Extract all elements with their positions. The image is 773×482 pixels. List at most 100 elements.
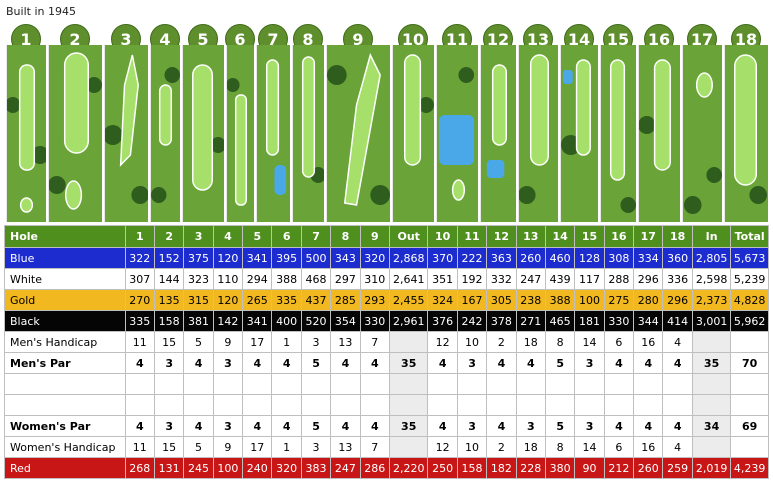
hole-map-5[interactable]: 5 xyxy=(182,24,224,222)
score-cell: 5 xyxy=(242,225,273,248)
hole-map-13[interactable]: 13 xyxy=(518,24,558,222)
score-cell: 12 xyxy=(427,331,458,353)
hole-map-7[interactable]: 7 xyxy=(256,24,290,222)
total-cell: 5,673 xyxy=(730,247,769,269)
scorecard-table: Hole 1 2 3 4 5 6 7 8 9 Out 10 11 12 13 14 15 16 17 18 In Tota… xyxy=(4,225,769,479)
score-cell: 4 xyxy=(183,352,214,374)
score-cell: 4 xyxy=(427,352,458,374)
score-cell xyxy=(427,394,458,416)
score-cell: 288 xyxy=(603,268,635,290)
score-cell: 16 xyxy=(633,331,664,353)
score-cell: 144 xyxy=(153,268,185,290)
score-cell: 4 xyxy=(662,415,693,437)
row-label xyxy=(4,394,126,416)
subtotal-cell xyxy=(388,373,429,395)
score-cell: 9 xyxy=(359,225,390,248)
score-cell: 378 xyxy=(486,310,517,332)
score-cell xyxy=(633,373,664,395)
hole-map-image xyxy=(560,45,598,222)
total-cell: 5,239 xyxy=(730,268,769,290)
row-label: Black xyxy=(4,310,126,332)
score-cell: 100 xyxy=(212,457,244,479)
hole-map-2[interactable]: 2 xyxy=(48,24,102,222)
white-tee-row: White 307 144 323 110 294 388 468 297 310 2,641 351… xyxy=(4,268,769,290)
score-cell: 4 xyxy=(359,352,390,374)
hole-map-image xyxy=(292,45,324,222)
score-cell xyxy=(603,373,635,395)
row-label: White xyxy=(4,268,126,290)
score-cell: 268 xyxy=(124,457,155,479)
score-cell: 3 xyxy=(515,415,546,437)
score-cell: 3 xyxy=(153,352,185,374)
hole-map-11[interactable]: 11 xyxy=(436,24,478,222)
hole-map-16[interactable]: 16 xyxy=(638,24,680,222)
score-cell: 280 xyxy=(633,289,664,311)
score-cell xyxy=(212,373,244,395)
score-cell: 10 xyxy=(456,331,488,353)
score-cell: 270 xyxy=(124,289,155,311)
score-cell: 17 xyxy=(242,331,273,353)
hole-map-3[interactable]: 3 xyxy=(104,24,148,222)
score-cell: 296 xyxy=(633,268,664,290)
subtotal-cell: 3,001 xyxy=(691,310,732,332)
score-cell: 4 xyxy=(662,352,693,374)
total-cell xyxy=(730,436,769,458)
hole-map-image xyxy=(724,45,768,222)
score-cell: 388 xyxy=(544,289,576,311)
score-cell: 4 xyxy=(183,415,214,437)
hole-map-9[interactable]: 9 xyxy=(326,24,390,222)
score-cell: 14 xyxy=(544,225,576,248)
hole-map-1[interactable]: 1 xyxy=(6,24,46,222)
score-cell: 395 xyxy=(271,247,302,269)
score-cell: 293 xyxy=(359,289,390,311)
score-cell: 13 xyxy=(330,331,361,353)
score-cell: 11 xyxy=(124,436,155,458)
hole-map-6[interactable]: 6 xyxy=(225,24,255,222)
score-cell: 158 xyxy=(456,457,488,479)
black-tee-row: Black 335 158 381 142 341 400 520 354 330 2,961 376… xyxy=(4,310,769,332)
score-cell: 5 xyxy=(544,415,576,437)
score-cell: 383 xyxy=(300,457,332,479)
score-cell xyxy=(427,373,458,395)
score-cell: 6 xyxy=(603,331,635,353)
score-cell: 18 xyxy=(515,331,546,353)
score-cell: 360 xyxy=(662,247,693,269)
hole-map-14[interactable]: 14 xyxy=(560,24,598,222)
built-year-text: Built in 1945 xyxy=(6,5,76,18)
score-cell: 3 xyxy=(300,331,332,353)
score-cell: 245 xyxy=(183,457,214,479)
score-cell: 324 xyxy=(427,289,458,311)
score-cell: 439 xyxy=(544,268,576,290)
row-label: Men's Par xyxy=(4,352,126,374)
hole-map-4[interactable]: 4 xyxy=(150,24,180,222)
row-label: Blue xyxy=(4,247,126,269)
score-cell: 460 xyxy=(544,247,576,269)
hole-map-18[interactable]: 18 xyxy=(724,24,768,222)
hole-map-12[interactable]: 12 xyxy=(480,24,516,222)
score-cell: 142 xyxy=(212,310,244,332)
blank-row xyxy=(4,394,769,416)
hole-map-17[interactable]: 17 xyxy=(682,24,722,222)
subtotal-cell: 2,373 xyxy=(691,289,732,311)
score-cell: 335 xyxy=(271,289,302,311)
hole-map-10[interactable]: 10 xyxy=(392,24,434,222)
score-cell xyxy=(544,373,576,395)
score-cell: 5 xyxy=(300,352,332,374)
header-row: Hole 1 2 3 4 5 6 7 8 9 Out 10 11 12 13 14 15 16 17 18 In Tota… xyxy=(4,225,769,248)
subtotal-cell: 35 xyxy=(691,352,732,374)
score-cell: 120 xyxy=(212,289,244,311)
subtotal-cell xyxy=(388,331,429,353)
score-cell: 3 xyxy=(183,225,214,248)
hole-map-image xyxy=(480,45,516,222)
score-cell: 4 xyxy=(271,352,302,374)
score-cell xyxy=(330,394,361,416)
score-cell: 212 xyxy=(603,457,635,479)
score-cell: 4 xyxy=(633,415,664,437)
score-cell: 381 xyxy=(183,310,214,332)
hole-map-image xyxy=(682,45,722,222)
score-cell: 135 xyxy=(153,289,185,311)
par-row: Women's Par 4 3 4 3 4 4 5 4 4 35 4 3 4 3 5 3 4 4 4 34 69 xyxy=(4,415,769,437)
hole-map-8[interactable]: 8 xyxy=(292,24,324,222)
hole-map-15[interactable]: 15 xyxy=(600,24,636,222)
score-cell: 354 xyxy=(330,310,361,332)
